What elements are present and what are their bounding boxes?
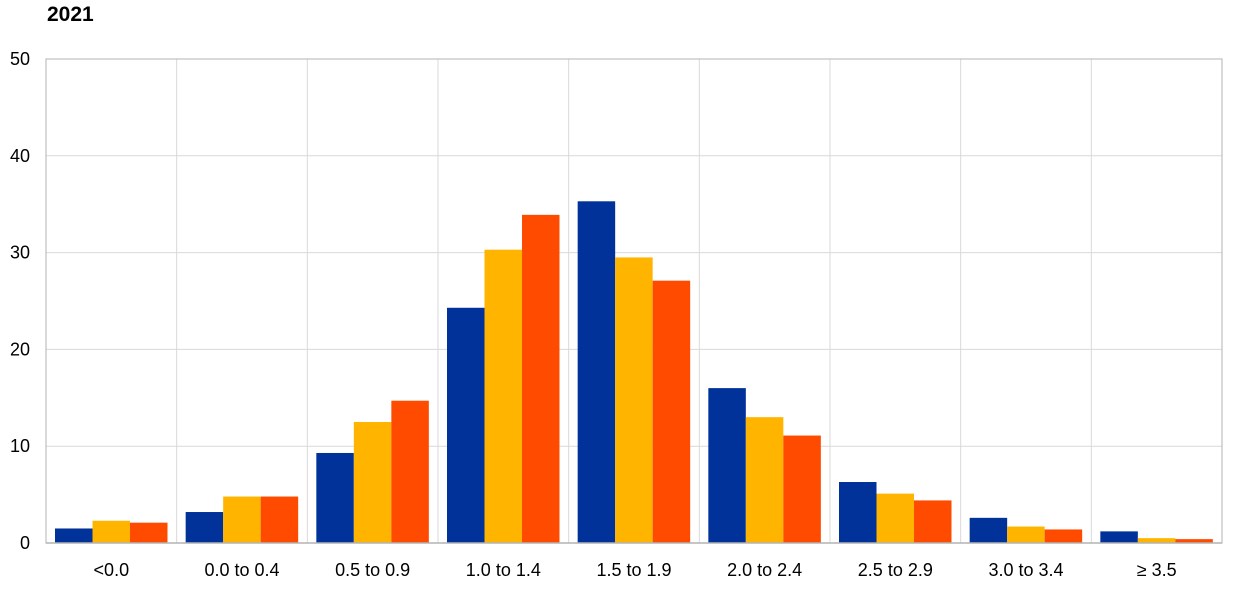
bar [55, 528, 93, 543]
bar [615, 257, 653, 543]
x-tick-label: 1.0 to 1.4 [466, 560, 541, 580]
bar [1175, 539, 1213, 543]
bar [577, 201, 616, 543]
bar [652, 280, 691, 543]
bar [839, 482, 877, 543]
bar [130, 522, 168, 543]
x-tick-label: 2.5 to 2.9 [858, 560, 933, 580]
bar [484, 249, 522, 544]
bar [353, 422, 392, 543]
y-tick-label: 30 [10, 243, 30, 263]
bar [522, 214, 560, 543]
bar [1137, 538, 1176, 543]
bar [876, 493, 914, 543]
x-tick-label: 2.0 to 2.4 [727, 560, 802, 580]
bar [783, 435, 821, 543]
y-tick-label: 10 [10, 436, 30, 456]
y-tick-label: 50 [10, 49, 30, 69]
x-tick-label: 3.0 to 3.4 [988, 560, 1063, 580]
bar [447, 307, 485, 543]
bar [223, 496, 261, 543]
x-tick-label: ≥ 3.5 [1137, 560, 1177, 580]
x-tick-label: 1.5 to 1.9 [596, 560, 671, 580]
y-tick-label: 40 [10, 146, 30, 166]
bar [969, 517, 1008, 543]
x-tick-label: 0.0 to 0.4 [204, 560, 279, 580]
axis-layer [45, 58, 1223, 544]
x-tick-label: 0.5 to 0.9 [335, 560, 410, 580]
chart-title: 2021 [47, 3, 94, 26]
bar [1100, 531, 1138, 543]
bars-layer [55, 201, 1213, 544]
bar [92, 520, 130, 543]
bar [185, 512, 224, 543]
bar [316, 452, 354, 543]
y-tick-label: 0 [20, 533, 30, 553]
bar [1007, 526, 1045, 543]
bar [914, 500, 952, 543]
y-tick-label: 20 [10, 339, 30, 359]
bar [1044, 529, 1083, 543]
labels-layer: 0 10 20 30 40 50 <0.0 0.0 to 0.4 0.5 to 0.9 1.0 t… [10, 49, 1177, 580]
bar [260, 496, 299, 543]
bar [745, 417, 784, 543]
bar [391, 400, 429, 543]
bar [708, 388, 746, 543]
x-tick-label: <0.0 [94, 560, 130, 580]
